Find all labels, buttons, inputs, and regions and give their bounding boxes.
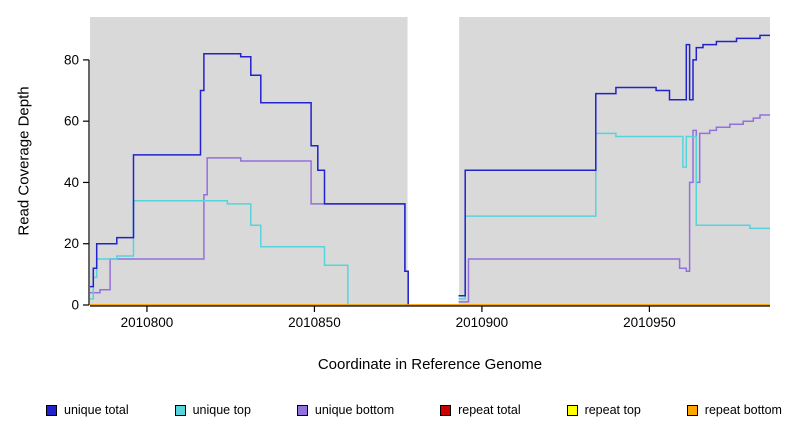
legend-item-unique-bottom: unique bottom <box>296 403 395 417</box>
legend-swatch-repeat-total <box>440 404 452 416</box>
legend-item-repeat-total: repeat total <box>440 403 521 417</box>
x-tick-label: 2010900 <box>456 315 509 330</box>
legend-item-repeat-top: repeat top <box>566 403 641 417</box>
legend-label-repeat-total: repeat total <box>458 403 521 417</box>
y-axis-title: Read Coverage Depth <box>15 86 33 236</box>
no-data-gap <box>407 13 460 305</box>
x-tick-label: 2010950 <box>623 315 676 330</box>
legend-swatch-unique-top <box>174 404 186 416</box>
series-unique-total <box>458 34 770 297</box>
x-axis-title: Coordinate in Reference Genome <box>317 356 543 373</box>
series-unique-total <box>90 53 409 305</box>
legend-label-unique-top: unique top <box>192 403 251 417</box>
y-tick-label: 80 <box>64 52 79 67</box>
legend-item-unique-total: unique total <box>46 403 129 417</box>
legend-swatch-unique-bottom <box>296 404 308 416</box>
coverage-plot: 2010800 2010850 2010900 2010950 0 20 40 60 80 <box>63 13 770 330</box>
series-unique-bottom <box>458 114 770 303</box>
legend-label-unique-total: unique total <box>64 403 129 417</box>
y-tick-label: 20 <box>64 236 79 251</box>
x-tick-label: 2010800 <box>121 315 174 330</box>
y-tick-label: 60 <box>64 114 79 129</box>
legend-item-repeat-bottom: repeat bottom <box>686 403 782 417</box>
series-unique-top <box>458 132 770 300</box>
legend-swatch-repeat-bottom <box>686 404 698 416</box>
legend-label-repeat-bottom: repeat bottom <box>704 403 782 417</box>
legend-label-repeat-top: repeat top <box>584 403 641 417</box>
x-tick-label: 2010850 <box>288 315 341 330</box>
legend-swatch-unique-total <box>46 404 57 416</box>
y-tick-label: 0 <box>71 298 79 313</box>
y-tick-label: 40 <box>64 175 79 190</box>
legend-item-unique-top: unique top <box>174 403 251 417</box>
legend-swatch-repeat-top <box>566 404 578 416</box>
legend: unique total unique top unique bottom re… <box>46 400 782 420</box>
legend-label-unique-bottom: unique bottom <box>314 403 395 417</box>
